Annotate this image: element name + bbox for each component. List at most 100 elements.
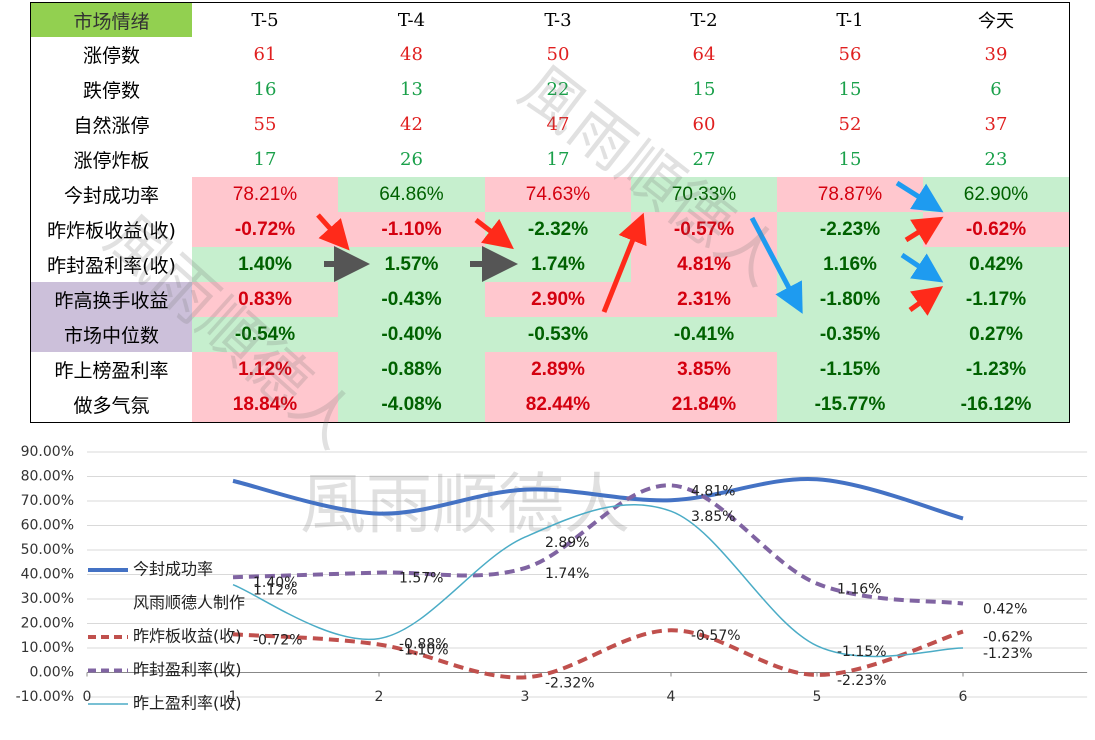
data-label: -0.72%	[253, 632, 303, 648]
table-cell: 涨停炸板	[30, 142, 193, 178]
table-cell: 2.90%	[485, 282, 632, 318]
table-cell: -1.23%	[923, 352, 1070, 388]
table-cell: 涨停数	[30, 37, 193, 73]
legend-label: 昨上盈利率(收)	[133, 694, 242, 713]
table-cell: 13	[338, 72, 486, 108]
table-cell: 16	[192, 72, 339, 108]
table-cell: 64.86%	[338, 177, 486, 213]
table-cell: 今封成功率	[30, 177, 193, 213]
data-label: 1.12%	[253, 583, 297, 599]
table-cell: 3.85%	[631, 352, 778, 388]
table-cell: -0.88%	[338, 352, 486, 388]
x-tick-label: 4	[667, 689, 676, 705]
table-cell: -0.35%	[777, 317, 924, 353]
table-cell: 15	[777, 72, 924, 108]
table-cell: 17	[485, 142, 632, 178]
table-cell: -1.10%	[338, 212, 486, 248]
table-cell: 39	[923, 37, 1070, 73]
table-cell: 21.84%	[631, 387, 778, 423]
table-cell: 37	[923, 107, 1070, 143]
table-cell: 56	[777, 37, 924, 73]
table-cell: 1.16%	[777, 247, 924, 283]
table-cell: -2.23%	[777, 212, 924, 248]
series-line	[232, 483, 964, 606]
table-cell: 1.57%	[338, 247, 486, 283]
table-cell: 跌停数	[30, 72, 193, 108]
table-cell: 62.90%	[923, 177, 1070, 213]
table-cell: 55	[192, 107, 339, 143]
data-label: 1.40%	[253, 575, 297, 591]
data-label: 3.85%	[691, 509, 735, 525]
table-cell: -4.08%	[338, 387, 486, 423]
table-cell: 78.87%	[777, 177, 924, 213]
table-cell: -1.15%	[777, 352, 924, 388]
table-cell: T-1	[777, 2, 924, 38]
table-cell: 47	[485, 107, 632, 143]
table-cell: 2.31%	[631, 282, 778, 318]
table-cell: T-4	[338, 2, 486, 38]
table-cell: -0.57%	[631, 212, 778, 248]
chart: -10.00% 0.00% 10.00% 20.00% 30.00% 40.00% 50.0…	[16, 444, 1088, 713]
table-cell: 64	[631, 37, 778, 73]
table-cell: 48	[338, 37, 486, 73]
data-label: 2.89%	[545, 535, 589, 551]
table-cell: 市场中位数	[30, 317, 193, 353]
table-cell: 昨高换手收益	[30, 282, 193, 318]
legend-label: 今封成功率	[133, 560, 213, 579]
table-cell: -2.32%	[485, 212, 632, 248]
table-cell: T-2	[631, 2, 778, 38]
table-cell: -0.43%	[338, 282, 486, 318]
y-tick-label: 80.00%	[21, 469, 74, 485]
x-tick-label: 6	[959, 689, 968, 705]
data-label: 1.16%	[837, 582, 881, 598]
table-cell: 4.81%	[631, 247, 778, 283]
table-cell: 自然涨停	[30, 107, 193, 143]
series-line	[232, 628, 964, 680]
data-label: -2.32%	[545, 675, 595, 691]
table-cell: 23	[923, 142, 1070, 178]
table-cell: 26	[338, 142, 486, 178]
table-cell: 昨封盈利率(收)	[30, 247, 193, 283]
table-cell: T-5	[192, 2, 339, 38]
x-tick-label: 1	[229, 689, 238, 705]
x-tick-label: 2	[375, 689, 384, 705]
y-tick-label: 70.00%	[21, 493, 74, 509]
legend-label: 昨封盈利率(收)	[133, 660, 242, 679]
legend-label: 昨炸板收益(收)	[133, 627, 242, 646]
y-tick-label: 30.00%	[21, 591, 74, 607]
table-cell: 1.74%	[485, 247, 632, 283]
y-tick-label: -10.00%	[16, 689, 74, 705]
x-tick-label: 3	[521, 689, 530, 705]
table-cell: -0.53%	[485, 317, 632, 353]
table-cell: -0.41%	[631, 317, 778, 353]
table-cell: 0.42%	[923, 247, 1070, 283]
table-cell: 今天	[923, 2, 1070, 38]
table-cell: 52	[777, 107, 924, 143]
y-tick-label: 0.00%	[30, 665, 74, 681]
table-cell: 74.63%	[485, 177, 632, 213]
table-cell: 82.44%	[485, 387, 632, 423]
data-label: -2.23%	[837, 673, 887, 689]
table-cell: 18.84%	[192, 387, 339, 423]
table-cell: 1.12%	[192, 352, 339, 388]
x-tick-label: 0	[83, 689, 92, 705]
table-cell: 昨炸板收益(收)	[30, 212, 193, 248]
table-cell: -1.17%	[923, 282, 1070, 318]
data-label: -1.23%	[983, 646, 1033, 662]
table-cell: 78.21%	[192, 177, 339, 213]
data-label: 1.57%	[399, 571, 443, 587]
table-cell: 17	[192, 142, 339, 178]
sheet-table: 市场情绪 T-5 T-4 T-3 T-2 T-1 今天 涨停数 61 48 50 64 56 39 跌停数 1…	[30, 2, 1070, 423]
y-tick-label: 90.00%	[21, 444, 74, 460]
table-cell: 22	[485, 72, 632, 108]
table-cell: 1.40%	[192, 247, 339, 283]
table-cell: T-3	[485, 2, 632, 38]
table-cell: -0.62%	[923, 212, 1070, 248]
table-cell: 0.27%	[923, 317, 1070, 353]
table-cell: 市场情绪	[30, 2, 193, 38]
series-line	[232, 503, 964, 658]
table-cell: 2.89%	[485, 352, 632, 388]
y-tick-label: 20.00%	[21, 616, 74, 632]
watermark: 風雨顺德人	[300, 466, 630, 543]
table-cell: 61	[192, 37, 339, 73]
